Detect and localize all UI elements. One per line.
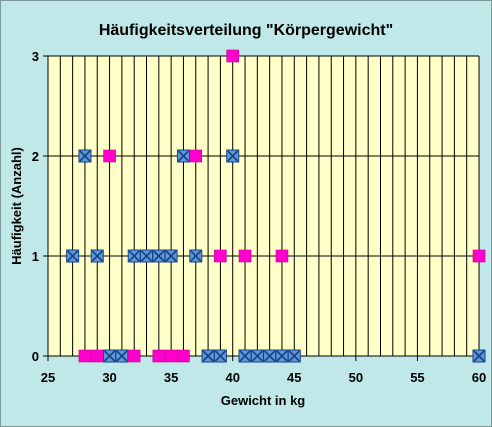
data-point-square	[275, 249, 289, 263]
data-point-square-x	[78, 149, 92, 163]
data-point-square	[177, 349, 190, 363]
data-point-square	[226, 49, 240, 63]
data-point-square-x	[472, 349, 486, 363]
data-point-square	[103, 149, 116, 163]
y-tick-label: 0	[32, 349, 39, 364]
data-point-square-x	[103, 349, 117, 363]
chart-title: Häufigkeitsverteilung "Körpergewicht"	[99, 22, 393, 39]
x-tick-label: 25	[41, 370, 55, 385]
marker-cross	[251, 350, 263, 362]
plot-area	[48, 56, 479, 356]
marker-cross	[177, 150, 190, 162]
x-tick-label: 50	[349, 370, 363, 385]
marker-cross	[288, 350, 300, 362]
data-point-square	[189, 149, 203, 163]
data-point-square-x	[201, 349, 215, 363]
marker-cross	[190, 250, 202, 262]
marker-cross	[104, 350, 116, 362]
data-point-square-x	[250, 349, 264, 363]
marker-cross	[165, 250, 177, 262]
data-point-square-x	[226, 149, 240, 163]
data-point-square-x	[140, 249, 154, 263]
x-tick-label: 45	[287, 370, 301, 385]
data-point-square-x	[189, 249, 203, 263]
marker-cross	[227, 150, 239, 162]
data-point-square-x	[213, 349, 227, 363]
data-point-square	[472, 249, 486, 263]
data-point-square	[127, 349, 141, 363]
y-tick-label: 3	[32, 49, 39, 64]
x-tick-label: 30	[102, 370, 116, 385]
marker-cross	[153, 250, 165, 262]
marker-cross	[473, 350, 485, 362]
x-axis-title: Gewicht in kg	[221, 393, 306, 408]
marker-cross	[239, 350, 251, 362]
marker-cross	[140, 250, 153, 262]
y-tick-label: 1	[32, 249, 39, 264]
data-point-square	[152, 349, 166, 363]
marker-cross	[276, 350, 288, 362]
data-point-square	[78, 349, 92, 363]
data-point-square-x	[127, 249, 141, 263]
x-tick-label: 60	[472, 370, 486, 385]
marker-cross	[91, 250, 103, 262]
data-point-square-x	[90, 249, 104, 263]
marker-cross	[264, 350, 276, 362]
data-point-square-x	[115, 349, 129, 363]
y-tick-label: 2	[32, 149, 39, 164]
marker-cross	[67, 250, 79, 262]
marker-cross	[214, 350, 226, 362]
data-point-square	[238, 249, 252, 263]
data-point-square-x	[176, 149, 190, 163]
x-tick-labels: 25 30 35 40 45 50 55 60	[41, 370, 486, 385]
y-axis-title: Häufigkeit (Anzahl)	[9, 147, 24, 265]
data-points	[66, 49, 486, 363]
data-point-square-x	[238, 349, 252, 363]
data-point-square-x	[263, 349, 277, 363]
data-point-square	[90, 349, 104, 363]
marker-cross	[202, 350, 214, 362]
data-point-square-x	[275, 349, 289, 363]
data-point-square-x	[152, 249, 166, 263]
data-point-square-x	[287, 349, 301, 363]
x-tick-label: 55	[410, 370, 424, 385]
marker-cross	[116, 350, 128, 362]
data-point-square	[164, 349, 178, 363]
data-point-square	[214, 249, 227, 263]
x-tick-label: 35	[164, 370, 178, 385]
gridlines	[48, 55, 480, 356]
y-tick-labels: 0 1 2 3	[32, 49, 39, 364]
data-point-square-x	[164, 249, 178, 263]
data-point-square-x	[66, 249, 80, 263]
marker-cross	[128, 250, 140, 262]
marker-cross	[79, 150, 91, 162]
x-tick-label: 40	[225, 370, 239, 385]
